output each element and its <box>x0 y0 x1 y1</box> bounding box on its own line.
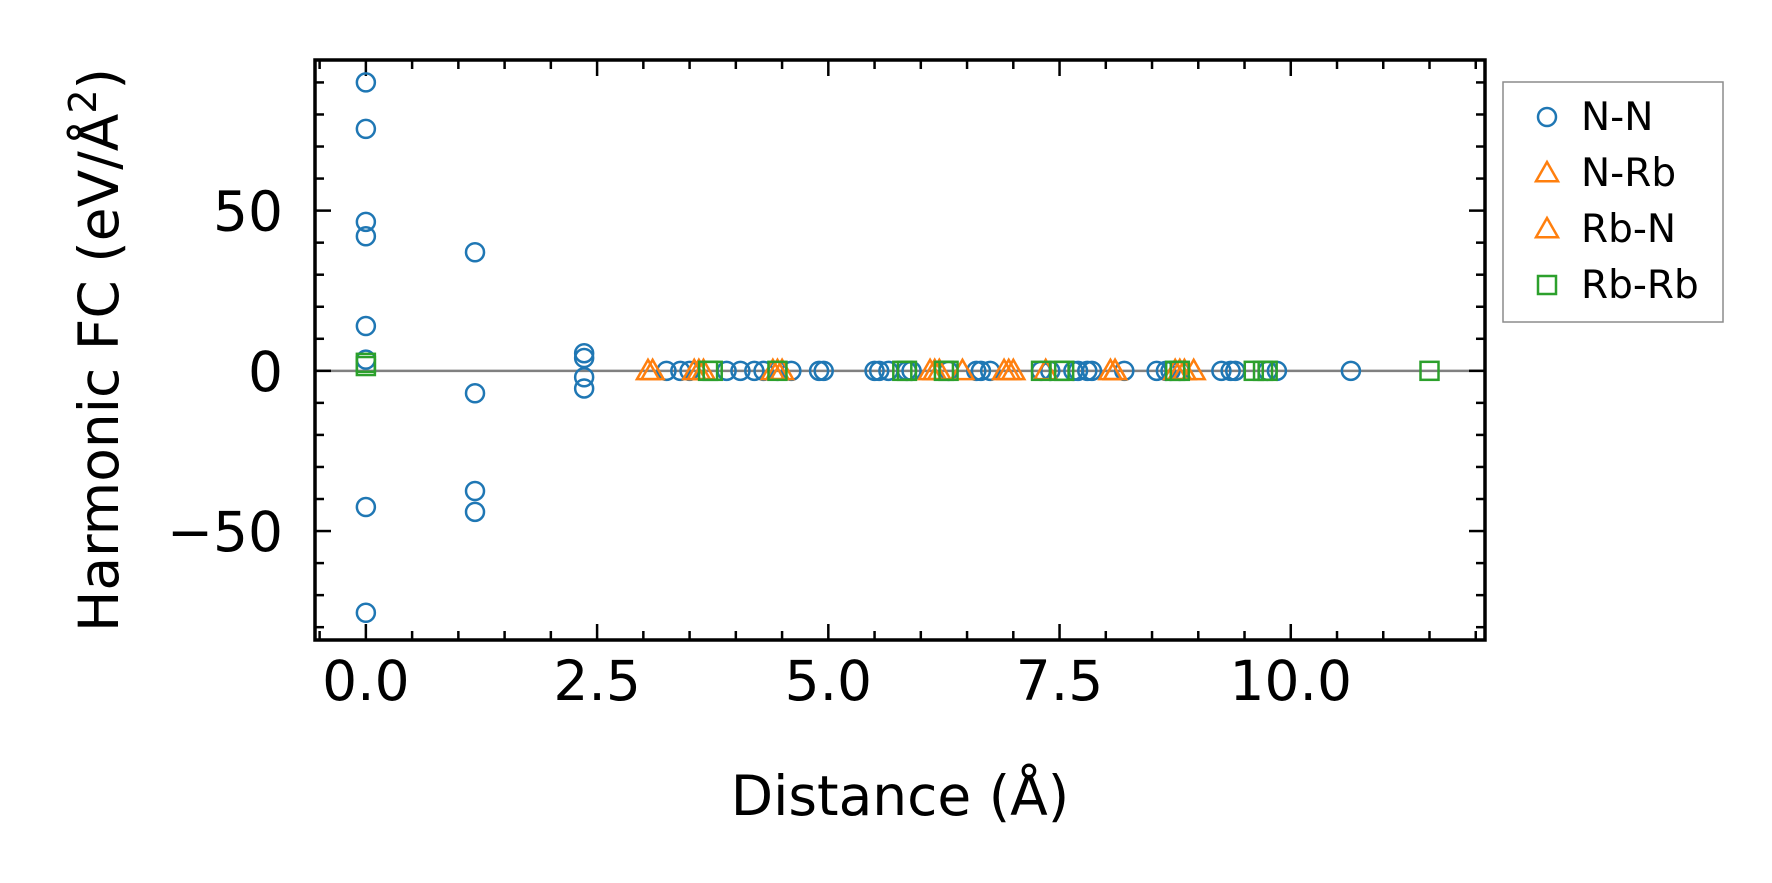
y-axis-label-superscript: 2 <box>61 89 105 113</box>
y-axis-label: Harmonic FC (eV/Å2) <box>61 68 131 632</box>
legend-marker-layer <box>1533 106 1561 296</box>
data-point-n-n <box>355 315 377 337</box>
data-point-n-n <box>464 383 486 404</box>
data-point-rb-rb <box>702 360 723 382</box>
data-point-n-n <box>355 602 377 624</box>
y-axis-label-tail: ) <box>67 68 131 89</box>
plot-area-frame <box>313 58 1487 642</box>
legend-marker-rb-n <box>1533 215 1561 239</box>
y-tick-label: −50 <box>167 500 283 564</box>
major-ticks <box>315 60 1485 640</box>
legend-marker-n-rb <box>1533 159 1561 183</box>
data-point-rb-rb <box>355 355 377 377</box>
data-point-n-n <box>868 360 890 382</box>
data-point-n-n <box>355 118 377 140</box>
y-tick-labels: −50 0 50 <box>167 180 283 564</box>
data-point-rb-n <box>995 357 1022 381</box>
data-point-n-n <box>355 225 377 247</box>
data-point-n-n <box>355 496 377 518</box>
data-point-n-n <box>464 242 486 263</box>
data-point-n-n <box>573 378 595 399</box>
legend-marker-rb-rb <box>1536 274 1558 296</box>
legend-label-n-rb: N-Rb <box>1581 151 1676 196</box>
data-point-n-n <box>730 360 751 382</box>
data-point-rb-rb <box>896 360 918 382</box>
data-point-rb-rb <box>1419 360 1440 382</box>
data-point-n-n <box>1081 360 1103 382</box>
data-point-n-n <box>355 72 377 93</box>
legend-label-rb-n: Rb-N <box>1581 207 1676 252</box>
data-point-rb-rb <box>1169 360 1191 382</box>
x-tick-label: 5.0 <box>785 649 872 713</box>
data-point-rb-n <box>639 357 666 381</box>
data-point-rb-rb <box>767 360 788 382</box>
data-points <box>355 72 1440 624</box>
data-point-n-n <box>355 211 377 233</box>
x-axis-label: Distance (Å) <box>731 763 1070 828</box>
data-point-rb-rb <box>1257 360 1278 382</box>
data-point-n-n <box>1340 360 1362 382</box>
y-tick-label: 0 <box>248 340 283 404</box>
y-axis-label-main: Harmonic FC (eV/Å <box>66 113 131 632</box>
y-tick-label: 50 <box>213 180 283 244</box>
x-tick-label: 0.0 <box>322 649 409 713</box>
legend-label-n-n: N-N <box>1581 95 1653 140</box>
x-tick-label: 2.5 <box>553 649 640 713</box>
x-tick-label: 10.0 <box>1230 649 1352 713</box>
data-point-rb-n <box>1101 357 1129 381</box>
x-tick-label: 7.5 <box>1016 649 1103 713</box>
data-point-n-n <box>573 366 595 388</box>
data-point-n-n <box>970 360 992 382</box>
data-point-n-n <box>464 501 486 523</box>
legend-label-rb-rb: Rb-Rb <box>1581 263 1699 308</box>
legend-marker-n-n <box>1536 106 1558 128</box>
data-point-n-n <box>744 360 765 382</box>
legend: N-N N-Rb Rb-N Rb-Rb <box>1502 81 1724 323</box>
data-point-n-n <box>464 480 486 502</box>
data-point-n-n <box>813 360 834 382</box>
data-point-rb-rb <box>1053 360 1075 382</box>
data-point-n-n <box>1211 360 1232 382</box>
x-tick-labels: 0.0 2.5 5.0 7.5 10.0 <box>322 649 1352 713</box>
data-point-rb-rb <box>938 360 959 382</box>
